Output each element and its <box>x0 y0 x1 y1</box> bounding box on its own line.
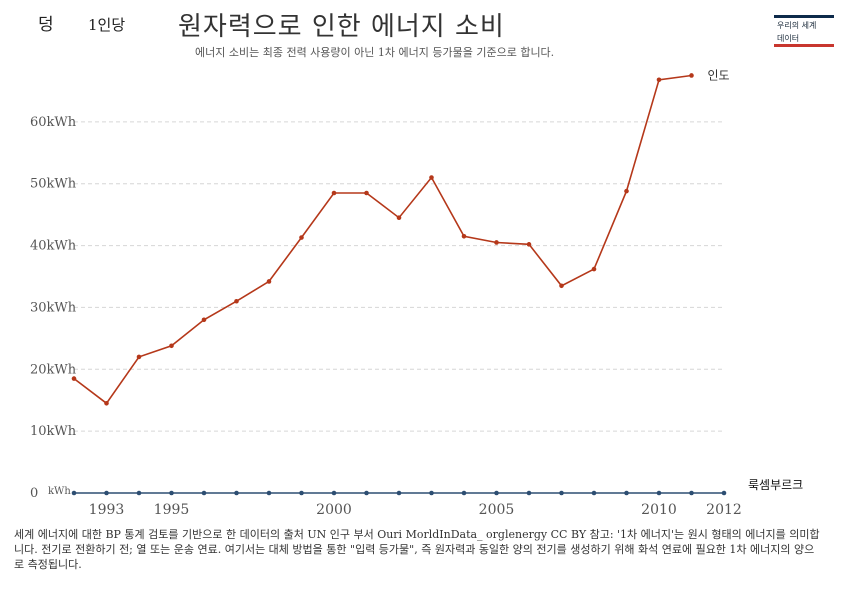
data-point <box>136 490 142 496</box>
data-point <box>266 490 272 496</box>
y-tick-label: 50kWh <box>30 177 77 192</box>
x-tick-label: 2012 <box>706 502 742 518</box>
series-line <box>73 74 692 405</box>
data-point <box>461 490 467 496</box>
data-point <box>364 490 369 496</box>
data-point <box>364 190 369 196</box>
y-tick-label: 30kWh <box>30 300 77 315</box>
data-point <box>559 490 564 496</box>
y-tick-label: 60kWh <box>30 115 77 130</box>
data-point <box>721 490 727 496</box>
data-point <box>201 490 207 496</box>
data-point <box>429 490 434 496</box>
data-point <box>234 490 239 496</box>
data-point <box>591 490 597 496</box>
data-point <box>526 242 532 247</box>
chart-title: 원자력으로 인한 에너지 소비 <box>178 12 505 42</box>
data-point <box>169 490 174 496</box>
x-tick-label: 1995 <box>154 502 190 518</box>
data-point <box>624 188 629 194</box>
data-point <box>71 490 77 496</box>
data-point <box>624 490 629 496</box>
our-world-in-data-logo[interactable]: 우리의 세계 데이터 <box>774 15 834 47</box>
data-point <box>331 490 337 496</box>
data-point <box>656 490 662 496</box>
source-note: 세계 에너지에 대한 BP 통계 검토를 기반으로 한 데이터의 출처 UN 인… <box>14 528 820 571</box>
x-tick-label: 2000 <box>316 502 352 518</box>
data-point <box>104 401 109 406</box>
data-point <box>689 73 694 78</box>
chart-subtitle: 에너지 소비는 최종 전력 사용량이 아닌 1차 에너지 등가물을 기준으로 합… <box>195 46 555 59</box>
data-point <box>71 376 77 381</box>
logo-line-2: 데이터 <box>777 34 800 43</box>
y-tick-label: 0 <box>30 486 38 501</box>
data-point <box>396 215 402 221</box>
x-tick-label: 2005 <box>479 502 515 518</box>
y-tick-label: 10kWh <box>30 424 77 439</box>
data-point <box>429 175 434 180</box>
corner-glyph: 덩 <box>38 15 54 35</box>
data-point <box>104 490 109 496</box>
data-point <box>266 279 272 284</box>
line-chart: 0 10kWh 20kWh 30kWh 40kWh 50kWh 60kWh kWh 1993 19… <box>30 68 803 518</box>
data-point <box>494 240 499 245</box>
data-point <box>591 266 597 272</box>
y-tick-label: 40kWh <box>30 239 77 254</box>
data-point <box>299 235 304 240</box>
data-point <box>526 490 532 496</box>
data-point <box>169 343 174 349</box>
x-tick-label: 1993 <box>89 502 125 518</box>
x-tick-label: 2010 <box>641 502 677 518</box>
logo-line-1: 우리의 세계 <box>777 21 817 30</box>
data-point <box>234 298 239 304</box>
data-point <box>136 354 142 360</box>
data-point <box>656 77 662 83</box>
data-point <box>559 283 564 289</box>
data-point <box>494 490 499 496</box>
data-point <box>689 490 694 496</box>
data-point <box>299 490 304 496</box>
y-zero-unit-label: kWh <box>48 486 71 497</box>
data-point <box>461 233 467 239</box>
series-label: 인도 <box>708 68 730 82</box>
data-point <box>201 317 207 323</box>
data-point <box>331 190 337 196</box>
y-tick-label: 20kWh <box>30 362 77 377</box>
data-point <box>396 490 402 496</box>
per-capita-label: 1인당 <box>88 16 126 34</box>
series-label: 룩셈부르크 <box>748 478 803 492</box>
